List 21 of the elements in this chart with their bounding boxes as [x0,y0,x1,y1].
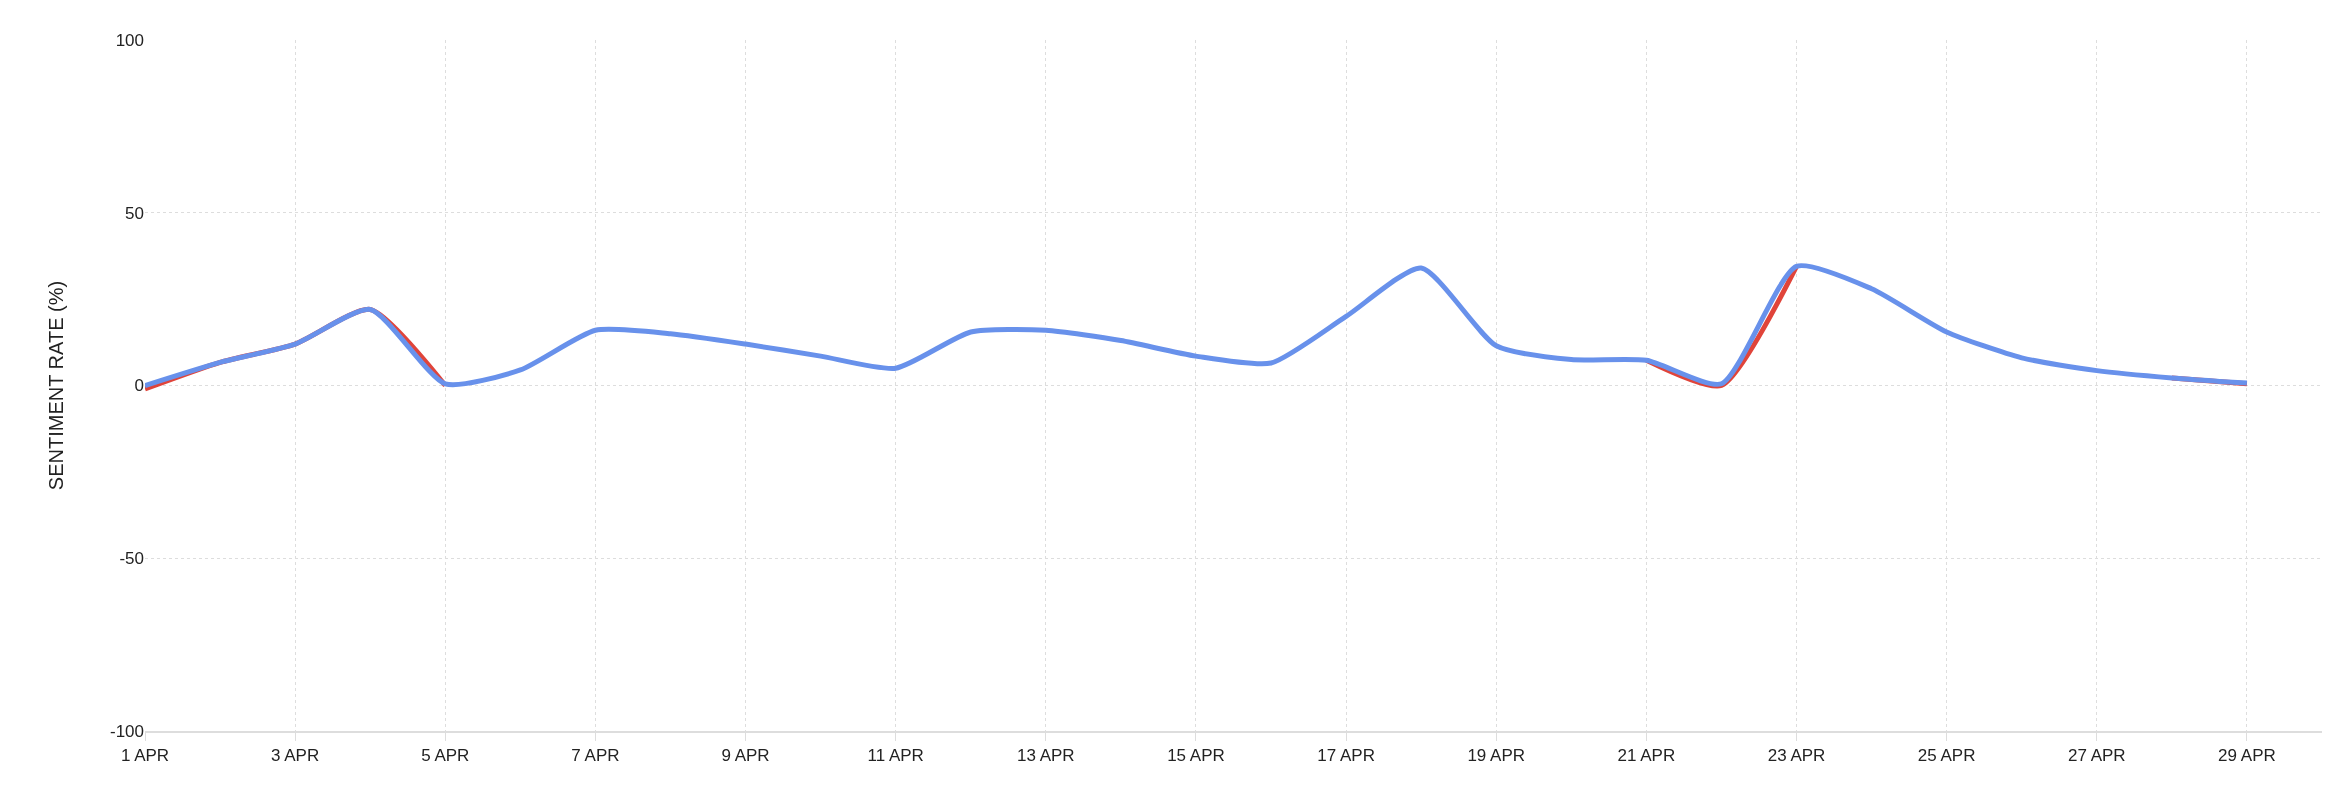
x-tick-label: 3 APR [271,746,320,766]
x-tick-label: 1 APR [120,746,170,766]
x-tick-label: 25 APR [1917,746,1976,766]
x-tick-label: 9 APR [721,746,770,766]
y-tick-label: -50 [119,549,144,569]
x-tick-label: 7 APR [571,746,620,766]
x-tick-label: 13 APR [1017,746,1075,766]
x-tick-label: 11 APR [867,746,924,766]
x-tick-label: 17 APR [1317,746,1375,766]
x-tick-label: 15 APR [1167,746,1225,766]
x-tick-label: 27 APR [2067,746,2126,766]
y-tick-label: -100 [109,721,144,741]
y-tick-label: 50 [125,203,144,223]
x-tick-label: 23 APR [1767,746,1826,766]
y-axis-title: SENTIMENT RATE (%) [45,280,68,491]
x-tick-label: 29 APR [2218,746,2276,766]
x-tick-label: 21 APR [1617,746,1676,766]
y-tick-label: 100 [115,30,144,50]
y-tick-label: 0 [134,376,144,396]
x-tick-label: 19 APR [1467,746,1526,766]
x-tick-label: 5 APR [421,746,470,766]
